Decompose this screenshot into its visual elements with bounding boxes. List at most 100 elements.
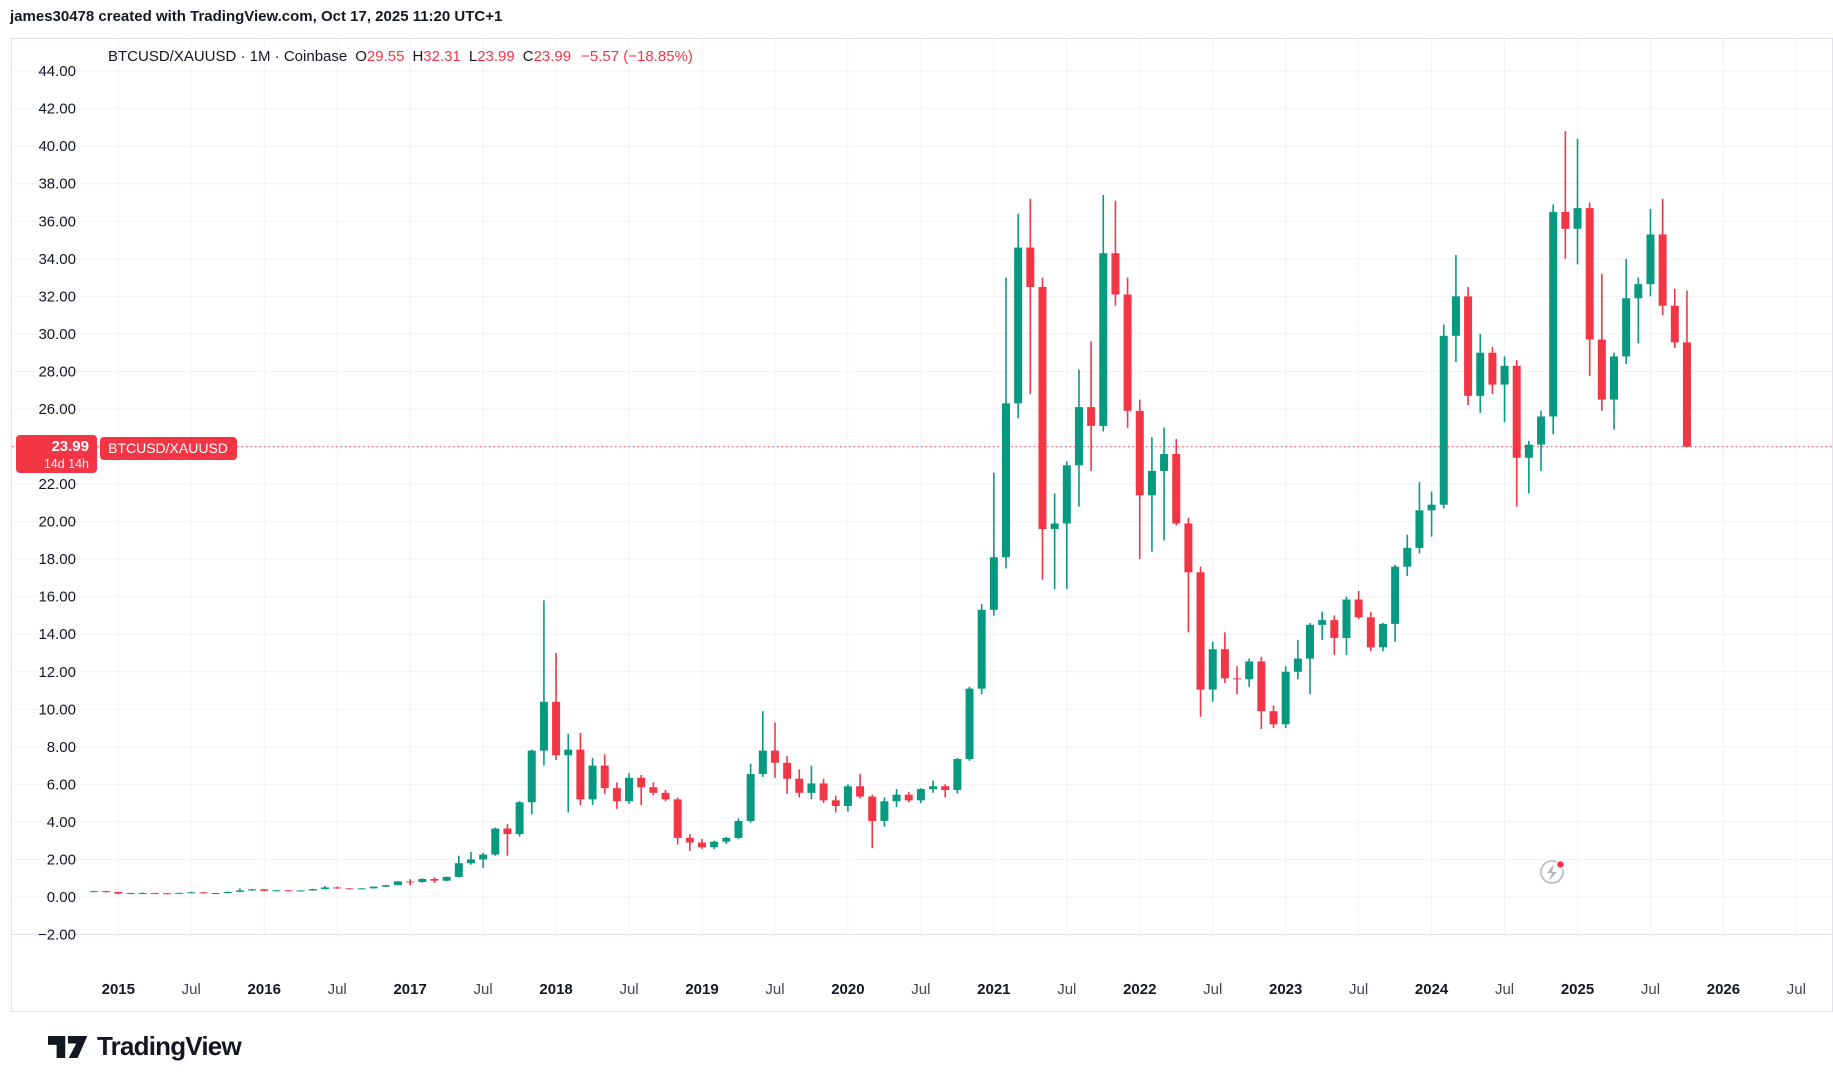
candle-body [406,881,415,883]
candle-body [175,892,184,894]
price-scale-label[interactable]: 34.00 [38,251,76,268]
legend-high-label: H [412,48,424,65]
time-scale-label[interactable]: 2020 [831,981,864,998]
price-scale-label[interactable]: 12.00 [38,664,76,681]
time-scale-label[interactable]: 2022 [1123,981,1156,998]
candle-body [1002,403,1010,558]
time-scale-label[interactable]: Jul [1495,981,1514,998]
time-scale-label[interactable]: 2015 [102,981,135,998]
candle-body [1537,416,1546,445]
price-scale-label[interactable]: 6.00 [47,776,76,793]
candle-body [1160,454,1169,471]
candle-body [1585,208,1594,340]
price-scale-label[interactable]: −2.00 [38,927,76,944]
candle-body [430,878,439,881]
candle-body [308,889,317,891]
candle-body [1220,649,1229,679]
price-scale-label[interactable]: 44.00 [38,63,76,80]
legend-open-value: 29.55 [366,48,405,65]
legend-close-value: 23.99 [533,48,572,65]
symbol-name-badge[interactable] [100,437,237,460]
price-scale-label[interactable]: 16.00 [38,589,76,606]
candle-body [1366,617,1375,648]
price-scale-label[interactable]: 8.00 [47,739,76,756]
candle-body [685,837,694,843]
legend-open-label: O [355,48,367,65]
candle-body [357,888,366,890]
price-scale-label[interactable]: 40.00 [38,138,76,155]
time-scale-label[interactable]: Jul [1641,981,1660,998]
time-scale-label[interactable]: 2019 [685,981,718,998]
price-scale-label[interactable]: 30.00 [38,326,76,343]
candle-body [1196,572,1205,690]
price-scale-label[interactable]: 42.00 [38,101,76,118]
price-scale-label[interactable]: 38.00 [38,176,76,193]
candle-body [856,786,865,797]
price-scale-label[interactable]: 22.00 [38,476,76,493]
time-scale-label[interactable]: Jul [619,981,638,998]
footer-brand[interactable]: TradingView [48,1031,242,1062]
time-scale-label[interactable]: Jul [474,981,493,998]
candlestick-chart-canvas[interactable]: 44.00 42.00 40.00 38.00 36.00 34.00 32.00 30.00… [12,39,1832,1011]
candle-body [272,890,281,892]
time-scale-label[interactable]: Jul [765,981,784,998]
candle-body [1050,523,1059,530]
price-scale-label[interactable]: 18.00 [38,551,76,568]
time-scale-label[interactable]: Jul [1203,981,1222,998]
price-scale-label[interactable]: 14.00 [38,626,76,643]
price-scale-label[interactable]: 32.00 [38,288,76,305]
time-scale-label[interactable]: Jul [911,981,930,998]
time-scale-label[interactable]: 2025 [1561,981,1594,998]
candle-body [1245,661,1254,680]
price-scale-label[interactable]: 2.00 [47,851,76,868]
candle-body [114,891,123,894]
price-scale-label[interactable]: 10.00 [38,701,76,718]
candle-body [1658,234,1667,306]
candle-body [199,892,208,894]
last-price-badge[interactable] [16,435,97,473]
candle-body [807,783,816,793]
candle-body [162,893,171,895]
candle-body [868,796,877,821]
price-scale-label[interactable]: 0.00 [47,889,76,906]
price-scale-label[interactable]: 26.00 [38,401,76,418]
time-scale-label[interactable]: 2018 [539,981,572,998]
candle-body [479,854,488,860]
legend-symbol-title[interactable]: BTCUSD/XAUUSD · 1M · Coinbase [108,48,348,65]
time-scale-label[interactable]: 2024 [1415,981,1449,998]
candle-body [211,893,220,895]
time-scale-label[interactable]: 2017 [393,981,426,998]
candle-body [892,794,901,802]
time-scale-label[interactable]: Jul [1349,981,1368,998]
price-scale-label[interactable]: 36.00 [38,213,76,230]
time-scale-label[interactable]: Jul [328,981,347,998]
time-scale-label[interactable]: 2021 [977,981,1010,998]
candle-body [1038,286,1047,530]
time-scale-label[interactable]: Jul [1787,981,1806,998]
candle-body [977,609,986,689]
time-scale-label[interactable]: 2026 [1707,981,1740,998]
candle-body [90,891,98,893]
time-scale-label[interactable]: Jul [1057,981,1076,998]
price-scale-label[interactable]: 28.00 [38,363,76,380]
time-scale-label[interactable]: 2023 [1269,981,1302,998]
price-scale-label[interactable]: 20.00 [38,514,76,531]
candle-body [1147,470,1156,496]
candle-body [1184,523,1193,573]
price-scale-label[interactable]: 4.00 [47,814,76,831]
candle-body [333,887,342,889]
candle-body [722,837,731,842]
candle-body [1500,365,1509,385]
candle-body [1476,352,1485,396]
candle-body [539,701,548,751]
candle-body [661,792,670,800]
candle-body [673,799,682,838]
candle-body [758,750,767,775]
candle-body [1281,671,1290,725]
time-scale-label[interactable]: 2016 [248,981,281,998]
legend-low-label: L [468,48,478,65]
candle-body [248,889,257,891]
candle-body [783,762,792,779]
time-scale-label[interactable]: Jul [182,981,201,998]
